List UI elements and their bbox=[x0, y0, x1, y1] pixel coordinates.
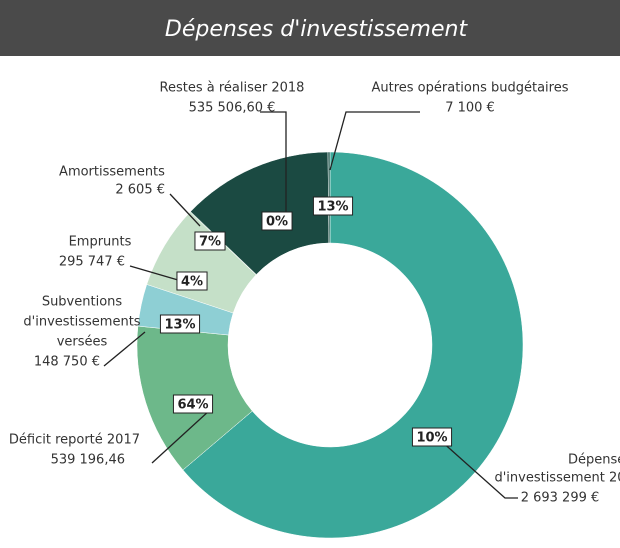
leader-line bbox=[103, 331, 146, 367]
badge-box bbox=[172, 394, 214, 414]
leader-line bbox=[260, 111, 287, 212]
value-label: 295 747 € bbox=[59, 255, 125, 270]
slice-label: Dépenses bbox=[568, 453, 620, 468]
value-label: 539 196,46 bbox=[51, 453, 125, 468]
badge-text: 64% bbox=[177, 398, 208, 413]
badge-box bbox=[194, 231, 226, 251]
badge-text: 0% bbox=[266, 215, 288, 230]
badge-text: 7% bbox=[199, 235, 221, 250]
badge-box bbox=[312, 196, 354, 216]
leader-line bbox=[151, 409, 211, 464]
leader-line bbox=[129, 265, 179, 281]
header-bar bbox=[0, 0, 620, 56]
chart-title: Dépenses d'investissement bbox=[165, 17, 469, 42]
slice-label: Autres opérations budgétaires bbox=[371, 81, 568, 96]
badge-box bbox=[176, 271, 208, 291]
badge-text: 13% bbox=[164, 318, 195, 333]
badge-box bbox=[261, 211, 293, 231]
slice-label: Restes à réaliser 2018 bbox=[160, 81, 305, 96]
badge-box bbox=[411, 427, 453, 447]
slice-label: d'investissements bbox=[23, 315, 140, 330]
slice-label: d'investissement 20 bbox=[494, 471, 620, 486]
value-label: 535 506,60 € bbox=[189, 101, 276, 116]
badge-text: 10% bbox=[416, 431, 447, 446]
value-label: 7 100 € bbox=[445, 101, 495, 116]
badge-text: 13% bbox=[317, 200, 348, 215]
slice-label: versées bbox=[57, 335, 108, 350]
leader-line bbox=[169, 193, 201, 227]
value-label: 2 693 299 € bbox=[521, 491, 600, 506]
slice-label: Subventions bbox=[42, 295, 123, 310]
badge-text: 4% bbox=[181, 275, 203, 290]
badge-box bbox=[159, 314, 201, 334]
slice-label: Déficit reporté 2017 bbox=[9, 433, 140, 448]
value-label: 2 605 € bbox=[115, 183, 165, 198]
leader-line bbox=[439, 439, 518, 499]
slice-label: Emprunts bbox=[69, 235, 132, 250]
leader-line bbox=[329, 111, 420, 171]
value-label: 148 750 € bbox=[34, 355, 100, 370]
slice-label: Amortissements bbox=[59, 165, 165, 180]
